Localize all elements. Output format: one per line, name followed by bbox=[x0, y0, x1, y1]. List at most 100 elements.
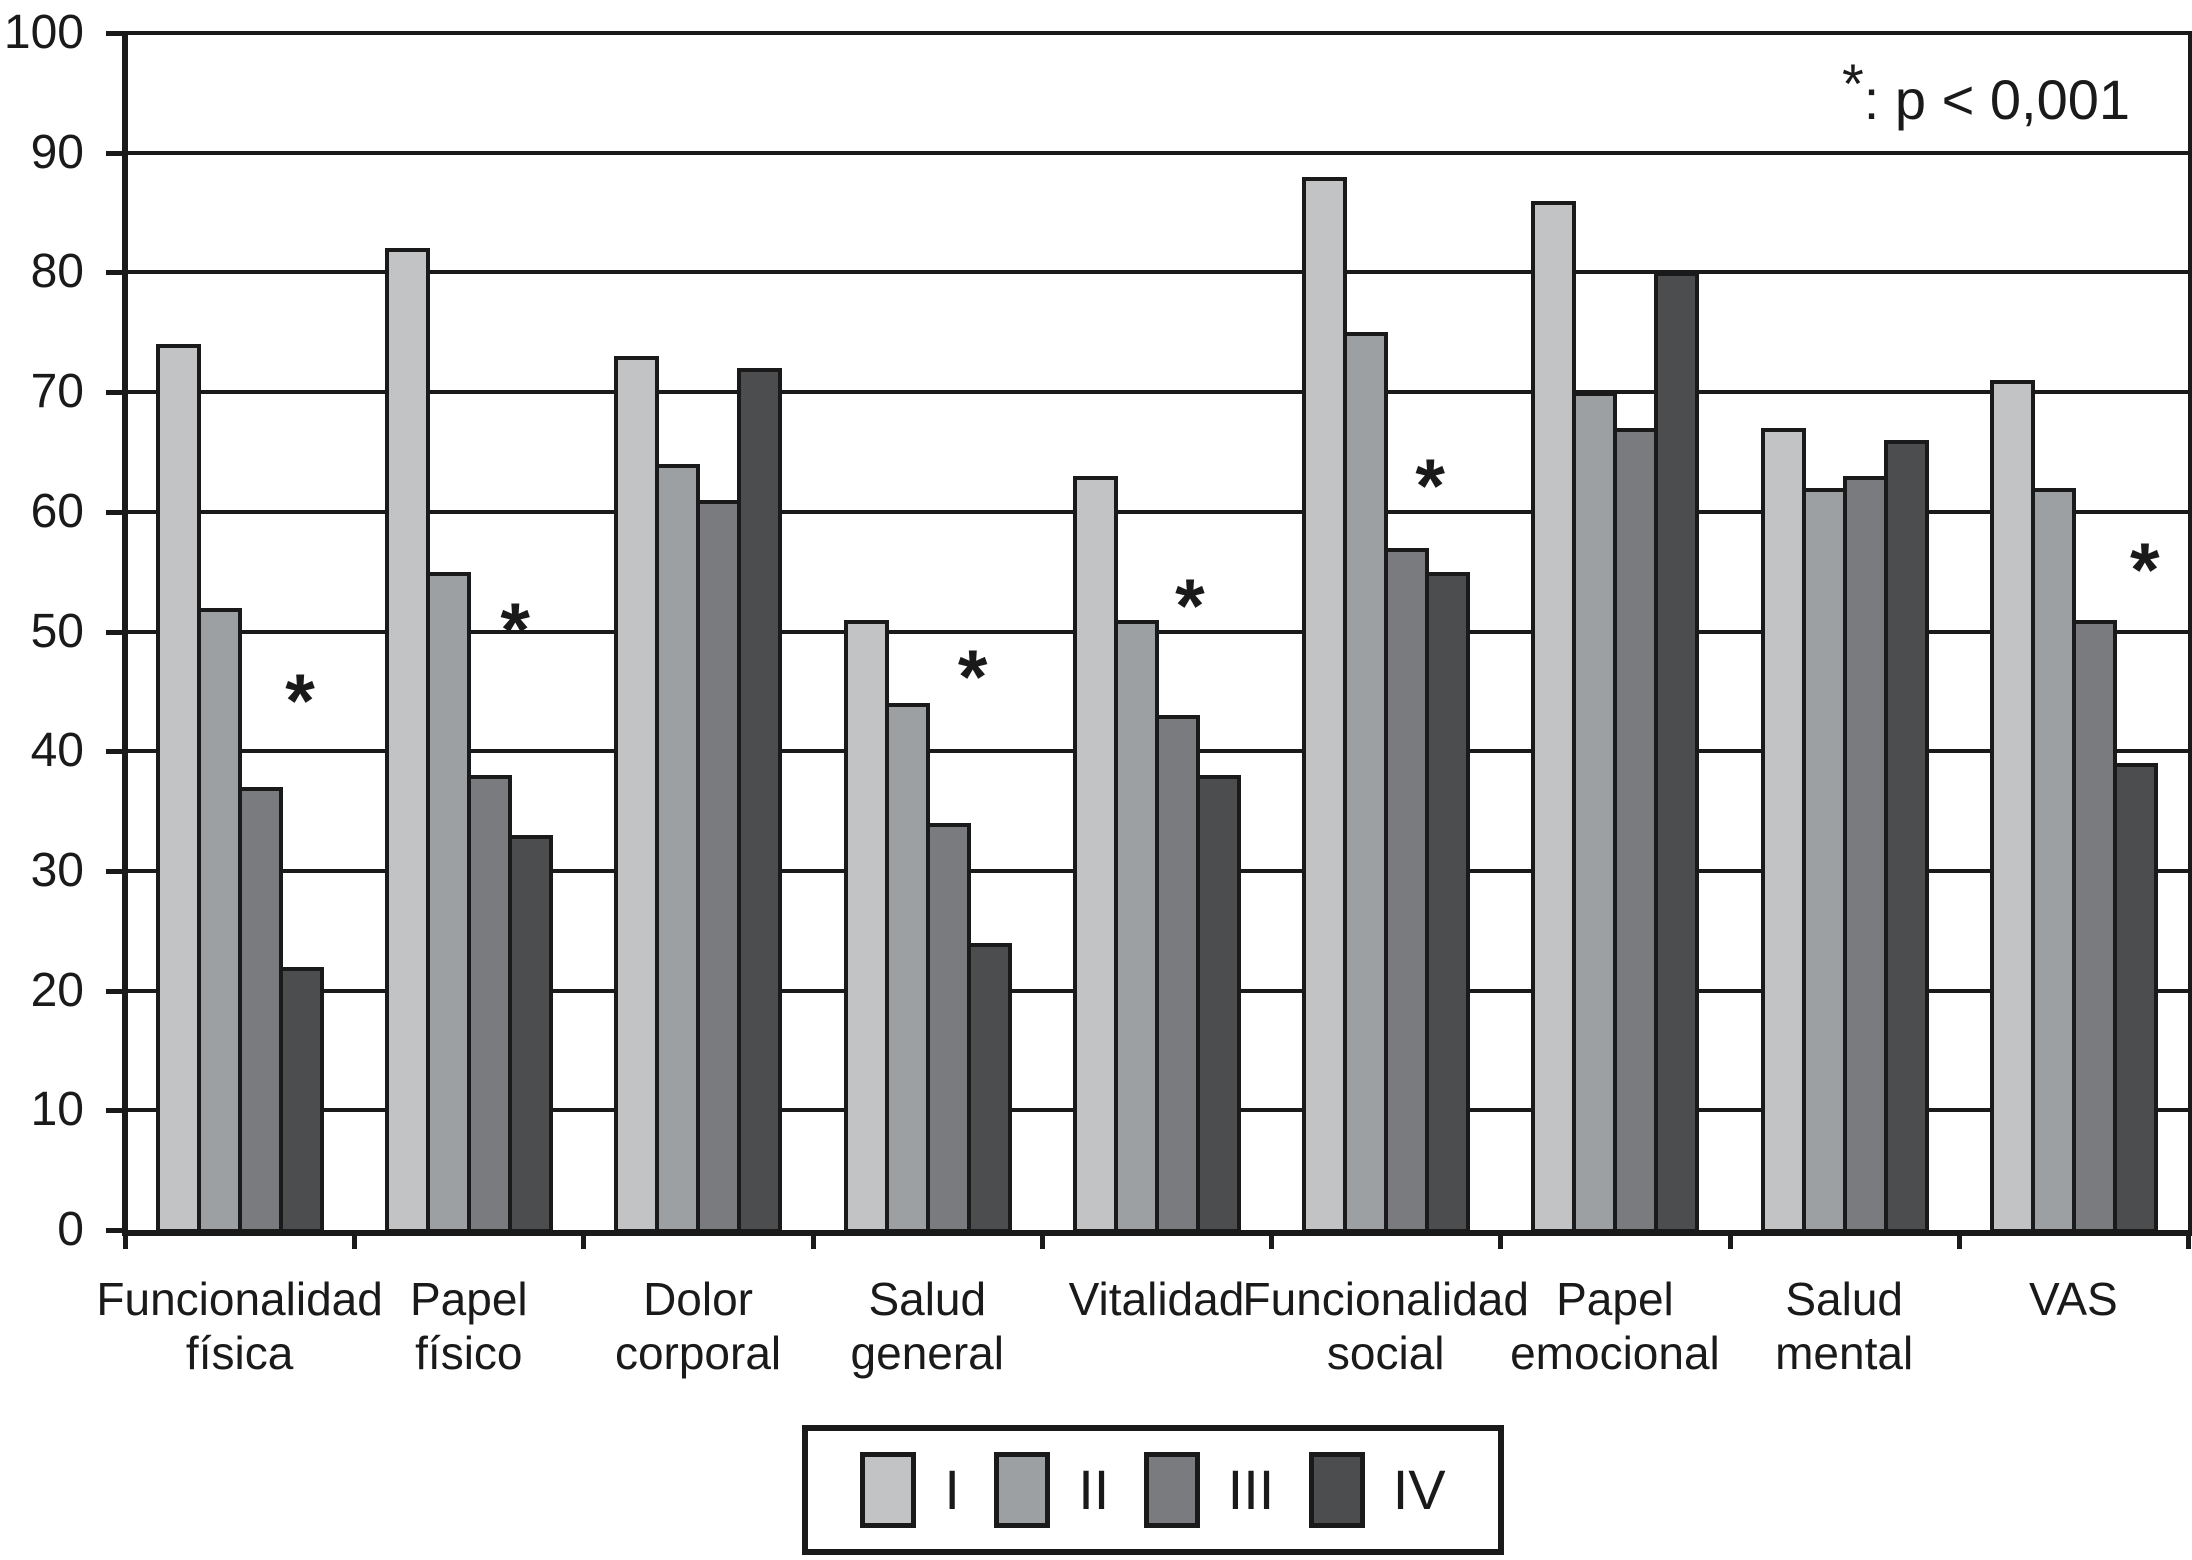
significance-note-asterisk: * bbox=[1841, 52, 1864, 115]
x-axis-tick-1 bbox=[352, 1232, 358, 1249]
category-label-funcionalidad-social: Funcionalidad social bbox=[1243, 1272, 1529, 1392]
y-axis-tick-70 bbox=[106, 390, 125, 396]
x-axis-tick-3 bbox=[810, 1232, 816, 1249]
y-axis-label-0: 0 bbox=[57, 1203, 84, 1256]
bar-funcionalidad-social-II bbox=[1343, 332, 1389, 1233]
category-label-vitalidad: Vitalidad bbox=[1030, 1272, 1283, 1392]
y-axis-label-30: 30 bbox=[30, 843, 84, 897]
y-axis-tick-80 bbox=[106, 270, 125, 276]
significance-asterisk-funcionalidad-f-sica: * bbox=[285, 659, 315, 745]
y-axis-label-80: 80 bbox=[30, 245, 84, 299]
gridline-90 bbox=[125, 150, 2188, 155]
category-label-line: Papel bbox=[1556, 1273, 1674, 1325]
category-label-line: Papel bbox=[410, 1273, 528, 1325]
y-axis-tick-60 bbox=[106, 509, 125, 515]
x-axis-tick-8 bbox=[1956, 1232, 1962, 1249]
y-axis-tick-40 bbox=[106, 749, 125, 755]
category-label-vas: VAS bbox=[1947, 1272, 2192, 1392]
bar-funcionalidad-social-IV bbox=[1425, 571, 1471, 1233]
x-axis-tick-6 bbox=[1498, 1232, 1504, 1249]
category-label-line: VAS bbox=[2029, 1273, 2118, 1325]
bar-vas-III bbox=[2071, 619, 2117, 1233]
y-axis-tick-20 bbox=[106, 988, 125, 994]
bar-salud-general-II bbox=[884, 703, 930, 1233]
bar-salud-general-III bbox=[925, 823, 971, 1233]
bar-dolor-corporal-II bbox=[655, 463, 701, 1233]
legend-swatch-I bbox=[860, 1452, 917, 1528]
legend-swatch-II bbox=[994, 1452, 1051, 1528]
y-axis-label-50: 50 bbox=[30, 604, 84, 658]
bar-papel-emocional-IV bbox=[1654, 272, 1700, 1233]
bar-papel-f-sico-IV bbox=[508, 834, 554, 1233]
x-axis-tick-2 bbox=[581, 1232, 587, 1249]
bar-funcionalidad-social-I bbox=[1302, 176, 1348, 1233]
bar-salud-mental-I bbox=[1760, 428, 1806, 1233]
bar-funcionalidad-f-sica-III bbox=[238, 787, 283, 1233]
x-axis-tick-4 bbox=[1039, 1232, 1045, 1249]
bar-papel-f-sico-I bbox=[385, 248, 431, 1233]
significance-asterisk-vas: * bbox=[2129, 527, 2160, 613]
category-label-line: emocional bbox=[1510, 1327, 1720, 1379]
bar-salud-mental-IV bbox=[1883, 439, 1929, 1233]
category-label-line: física bbox=[185, 1327, 294, 1379]
category-label-dolor-corporal: Dolor corporal bbox=[571, 1272, 824, 1392]
bar-papel-emocional-I bbox=[1531, 200, 1577, 1233]
category-label-line: corporal bbox=[614, 1327, 782, 1379]
legend-entry-IV: IV bbox=[1308, 1452, 1446, 1528]
gridline-70 bbox=[125, 390, 2188, 395]
bar-papel-emocional-III bbox=[1613, 428, 1659, 1233]
legend-label-I: I bbox=[944, 1458, 960, 1521]
legend-label-III: III bbox=[1227, 1458, 1275, 1521]
category-label-line: social bbox=[1326, 1327, 1445, 1379]
y-axis-label-40: 40 bbox=[30, 724, 84, 778]
significance-asterisk-funcionalidad-social: * bbox=[1415, 443, 1445, 529]
category-label-line: Dolor bbox=[643, 1273, 754, 1325]
y-axis-label-60: 60 bbox=[30, 484, 84, 538]
bar-vitalidad-III bbox=[1154, 715, 1200, 1233]
y-axis-tick-50 bbox=[106, 629, 125, 635]
y-axis-tick-0 bbox=[106, 1228, 125, 1233]
bar-dolor-corporal-I bbox=[614, 356, 660, 1233]
bar-salud-mental-III bbox=[1842, 475, 1888, 1233]
category-label-line: Salud bbox=[1785, 1273, 1903, 1325]
category-label-papel-emocional: Papel emocional bbox=[1488, 1272, 1741, 1392]
legend-label-II: II bbox=[1078, 1458, 1110, 1521]
legend-entry-II: II bbox=[994, 1452, 1109, 1528]
category-label-line: físico bbox=[415, 1327, 523, 1379]
bar-papel-emocional-II bbox=[1572, 392, 1618, 1233]
bar-dolor-corporal-IV bbox=[737, 368, 783, 1233]
bar-funcionalidad-social-III bbox=[1384, 547, 1430, 1233]
x-axis-tick-5 bbox=[1269, 1232, 1275, 1249]
category-label-line: Vitalidad bbox=[1068, 1273, 1245, 1325]
legend-swatch-IV bbox=[1308, 1452, 1365, 1528]
legend-entry-III: III bbox=[1143, 1452, 1275, 1528]
y-axis-label-70: 70 bbox=[30, 365, 84, 419]
y-axis-tick-30 bbox=[106, 868, 125, 874]
bar-salud-general-IV bbox=[966, 942, 1012, 1233]
bar-papel-f-sico-III bbox=[467, 775, 513, 1233]
y-axis-label-20: 20 bbox=[30, 963, 84, 1017]
bar-dolor-corporal-III bbox=[696, 499, 742, 1233]
bar-salud-general-I bbox=[843, 619, 889, 1233]
bar-vitalidad-II bbox=[1113, 619, 1159, 1233]
bar-funcionalidad-f-sica-I bbox=[156, 344, 201, 1233]
bar-vitalidad-I bbox=[1072, 475, 1118, 1233]
significance-asterisk-vitalidad: * bbox=[1175, 563, 1205, 649]
y-axis-tick-10 bbox=[106, 1108, 125, 1114]
bar-vas-II bbox=[2030, 487, 2076, 1233]
x-axis-tick-9 bbox=[2186, 1232, 2191, 1249]
significance-asterisk-papel-f-sico: * bbox=[500, 587, 530, 673]
category-label-line: Funcionalidad bbox=[96, 1273, 383, 1325]
legend-swatch-III bbox=[1143, 1452, 1200, 1528]
category-label-line: Funcionalidad bbox=[1242, 1273, 1529, 1325]
y-axis-tick-100 bbox=[106, 31, 125, 36]
significance-asterisk-salud-general: * bbox=[957, 635, 988, 721]
significance-note: *: p < 0,001 bbox=[1842, 52, 2130, 132]
category-label-line: general bbox=[850, 1327, 1004, 1379]
legend: I II III IV bbox=[802, 1425, 1504, 1555]
bar-vas-IV bbox=[2112, 763, 2158, 1233]
y-axis-tick-90 bbox=[106, 150, 125, 156]
category-label-papel-f-sico: Papel físico bbox=[342, 1272, 595, 1392]
category-label-salud-mental: Salud mental bbox=[1718, 1272, 1971, 1392]
x-axis-tick-0 bbox=[123, 1232, 128, 1249]
